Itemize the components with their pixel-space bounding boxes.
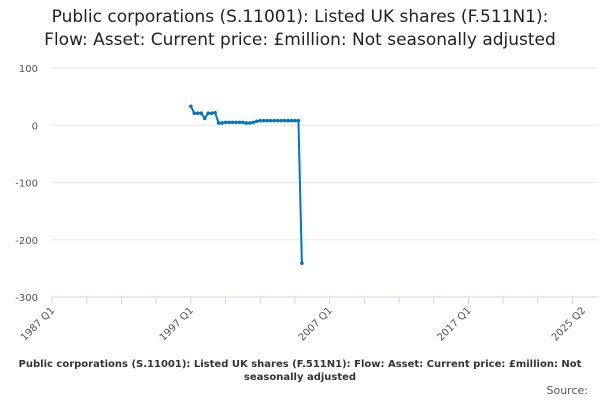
data-point	[234, 120, 238, 125]
data-point	[286, 118, 290, 123]
data-point	[296, 118, 301, 123]
data-point	[227, 120, 231, 125]
data-point	[195, 111, 200, 116]
data-point	[241, 120, 245, 125]
data-point	[216, 121, 221, 125]
data-point	[192, 111, 197, 116]
data-point	[282, 118, 287, 123]
y-tick-label: 0	[32, 121, 38, 132]
data-point	[258, 118, 263, 123]
data-point	[268, 118, 273, 123]
data-point	[213, 110, 217, 115]
data-point	[220, 121, 224, 125]
x-tick-label: 2017 Q1	[435, 305, 473, 343]
data-point	[248, 121, 252, 125]
x-tick-label: 1997 Q1	[158, 305, 196, 343]
data-point	[189, 104, 193, 109]
y-tick-label: -200	[15, 236, 38, 247]
data-point	[202, 116, 207, 121]
chart-title-line-2: Flow: Asset: Current price: £million: No…	[44, 30, 556, 50]
data-point	[289, 118, 294, 123]
x-tick-label: 2025 Q2	[550, 305, 588, 343]
data-point	[209, 111, 214, 116]
data-point	[279, 118, 283, 123]
data-point	[223, 120, 228, 125]
chart-title: Public corporations (S.11001): Listed UK…	[0, 6, 600, 52]
data-point	[206, 111, 210, 116]
source-label: Source:	[546, 384, 589, 397]
footer: Public corporations (S.11001): Listed UK…	[0, 358, 600, 398]
data-point	[300, 261, 304, 266]
data-point	[199, 111, 204, 116]
footer-title: Public corporations (S.11001): Listed UK…	[18, 359, 582, 383]
y-tick-label: 100	[19, 64, 38, 75]
x-tick-label: 2007 Q1	[297, 305, 335, 343]
data-point	[261, 118, 266, 123]
y-tick-label: -300	[15, 293, 38, 304]
chart-title-line-1: Public corporations (S.11001): Listed UK…	[51, 7, 549, 27]
y-tick-label: -100	[15, 179, 38, 190]
x-tick-label: 1987 Q1	[19, 305, 57, 343]
data-point	[254, 119, 259, 124]
data-point	[244, 121, 249, 125]
data-point	[251, 120, 256, 125]
data-point	[293, 118, 297, 123]
data-point	[237, 120, 242, 125]
data-point	[275, 118, 280, 123]
data-point	[272, 118, 276, 123]
data-point	[230, 120, 235, 125]
data-point	[265, 118, 269, 123]
